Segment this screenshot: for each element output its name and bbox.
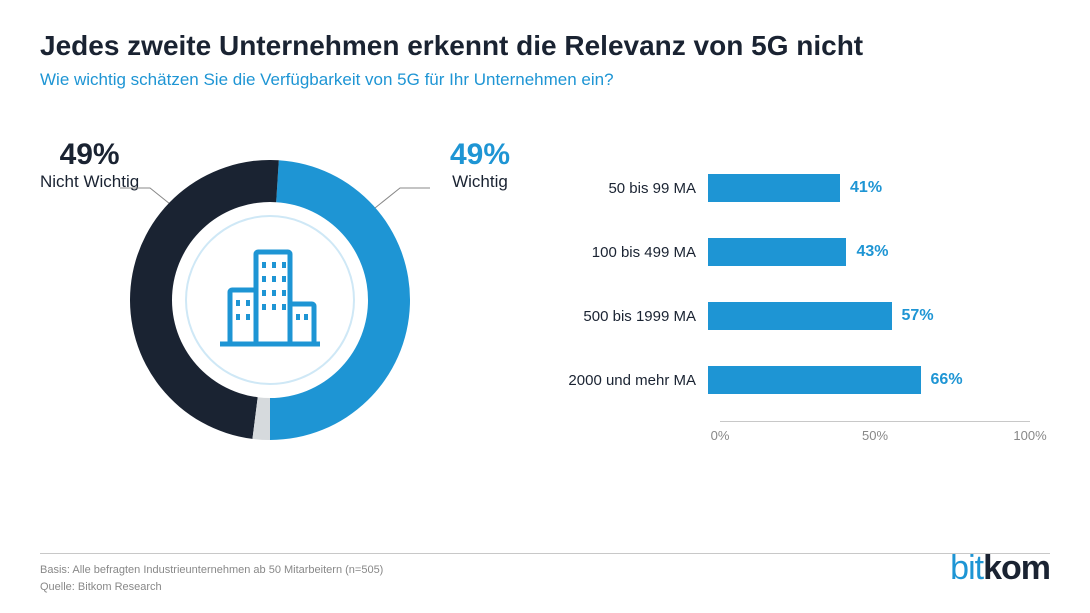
donut-svg-wrap xyxy=(130,160,410,440)
donut-svg xyxy=(130,160,410,440)
header: Jedes zweite Unternehmen erkennt die Rel… xyxy=(0,0,1090,90)
bitkom-logo: bitkom xyxy=(950,549,1050,588)
footer-basis: Basis: Alle befragten Industrieunternehm… xyxy=(40,562,1050,579)
bar-row: 100 bis 499 MA43% xyxy=(540,229,1030,275)
donut-inner-circle xyxy=(186,216,354,384)
bar-rows: 50 bis 99 MA41%100 bis 499 MA43%500 bis … xyxy=(540,165,1030,403)
bar-category: 2000 und mehr MA xyxy=(540,372,708,389)
bar-category: 50 bis 99 MA xyxy=(540,180,708,197)
footer-source: Quelle: Bitkom Research xyxy=(40,579,1050,596)
axis-tick-0: 0% xyxy=(711,428,730,443)
bar-value: 57% xyxy=(902,307,934,325)
donut-pct-not-important: 49% xyxy=(40,138,139,172)
page-title: Jedes zweite Unternehmen erkennt die Rel… xyxy=(40,30,1050,62)
bar-fill: 43% xyxy=(708,238,846,266)
axis-tick-50: 50% xyxy=(862,428,888,443)
bar-fill: 57% xyxy=(708,302,892,330)
content-area: 49% Nicht Wichtig 49% Wichtig xyxy=(0,90,1090,480)
bar-row: 500 bis 1999 MA57% xyxy=(540,293,1030,339)
bar-value: 43% xyxy=(856,243,888,261)
bar-value: 66% xyxy=(931,371,963,389)
bar-value: 41% xyxy=(850,179,882,197)
buildings-icon xyxy=(220,252,320,344)
donut-chart: 49% Nicht Wichtig 49% Wichtig xyxy=(40,120,500,480)
logo-part2: kom xyxy=(983,549,1050,587)
bar-row: 50 bis 99 MA41% xyxy=(540,165,1030,211)
footer-divider xyxy=(40,553,1050,554)
bar-track: 66% xyxy=(708,366,1030,394)
bar-track: 43% xyxy=(708,238,1030,266)
donut-pct-important: 49% xyxy=(450,138,510,172)
page-subtitle: Wie wichtig schätzen Sie die Verfügbarke… xyxy=(40,70,1050,90)
footer: Basis: Alle befragten Industrieunternehm… xyxy=(40,553,1050,595)
bar-row: 2000 und mehr MA66% xyxy=(540,357,1030,403)
bar-chart: 50 bis 99 MA41%100 bis 499 MA43%500 bis … xyxy=(540,120,1050,480)
donut-text-important: Wichtig xyxy=(450,172,510,192)
axis-tick-100: 100% xyxy=(1013,428,1046,443)
bar-track: 41% xyxy=(708,174,1030,202)
bar-category: 500 bis 1999 MA xyxy=(540,308,708,325)
bar-track: 57% xyxy=(708,302,1030,330)
bar-fill: 66% xyxy=(708,366,921,394)
logo-part1: bit xyxy=(950,549,983,587)
bar-fill: 41% xyxy=(708,174,840,202)
donut-label-important: 49% Wichtig xyxy=(450,138,510,192)
bar-axis: 0% 50% 100% xyxy=(720,421,1030,451)
bar-category: 100 bis 499 MA xyxy=(540,244,708,261)
